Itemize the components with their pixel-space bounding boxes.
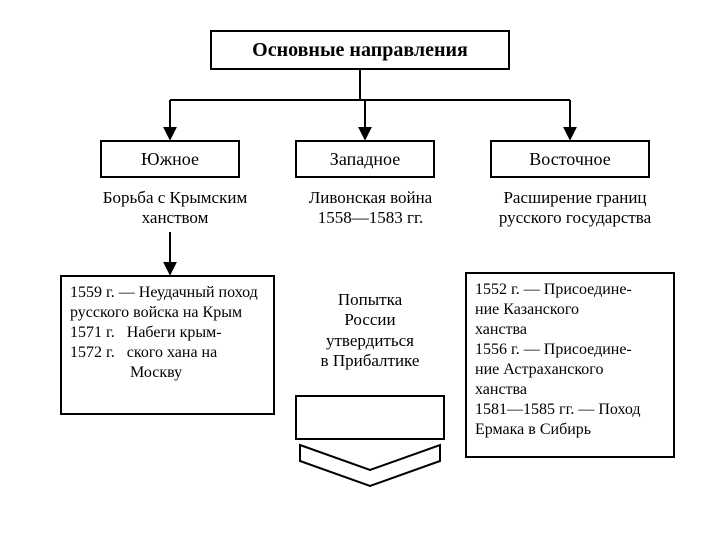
branch-header-south: Южное xyxy=(100,140,240,178)
branch-subtitle-south: Борьба с Крымскимханством xyxy=(80,188,270,229)
branch-label: Восточное xyxy=(529,149,611,170)
root-node: Основные направления xyxy=(210,30,510,70)
branch-label: Южное xyxy=(141,149,199,170)
details-south: 1559 г. — Неудачный поход русского войск… xyxy=(60,275,275,415)
bottom-empty-box xyxy=(295,395,445,440)
center-caption: ПопыткаРоссииутвердитьсяв Прибалтике xyxy=(300,290,440,372)
root-label: Основные направления xyxy=(252,39,468,62)
branch-subtitle-east: Расширение границрусского государства xyxy=(470,188,680,229)
connectors-layer xyxy=(0,0,720,540)
branch-header-east: Восточное xyxy=(490,140,650,178)
branch-subtitle-west: Ливонская война1558—1583 гг. xyxy=(278,188,463,229)
details-east: 1552 г. — Присоедине-ние Казанскогоханст… xyxy=(465,272,675,458)
branch-label: Западное xyxy=(330,149,400,170)
branch-header-west: Западное xyxy=(295,140,435,178)
